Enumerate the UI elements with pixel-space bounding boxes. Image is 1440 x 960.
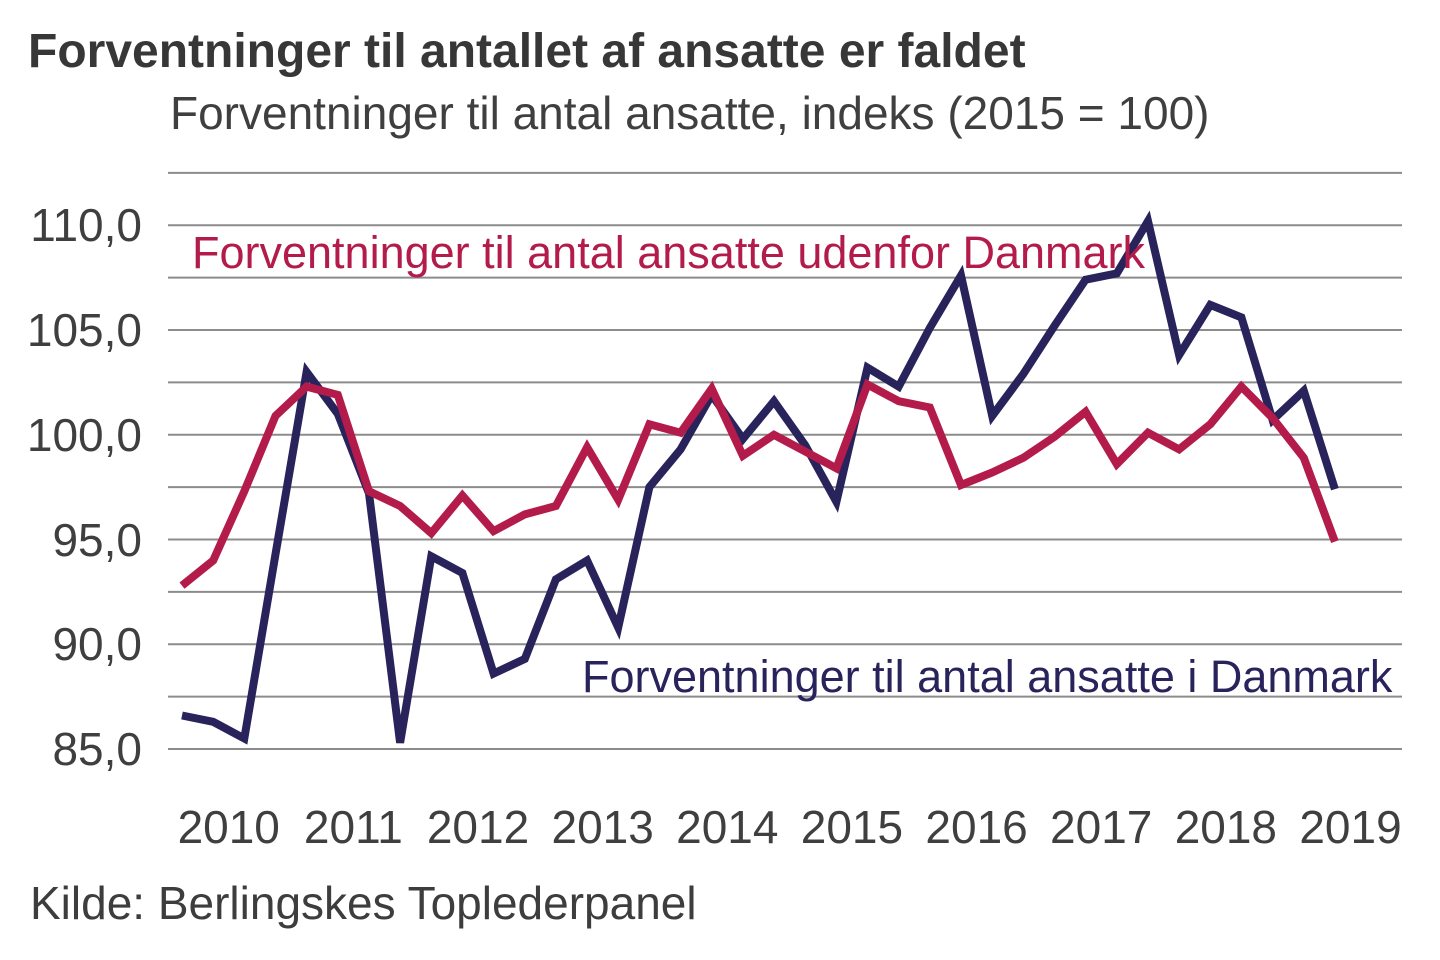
x-tick-label-2012: 2012 [426, 801, 530, 853]
x-tick-label-2019: 2019 [1299, 801, 1402, 853]
y-tick-label-90: 90,0 [52, 618, 142, 671]
x-tick-label-2013: 2013 [551, 801, 654, 853]
y-tick-label-105: 105,0 [26, 304, 142, 356]
series-line-abroad [179, 378, 1339, 589]
x-tick-label-2018: 2018 [1174, 801, 1278, 853]
x-tick-label-2017: 2017 [1050, 801, 1153, 853]
x-tick-label-2011: 2011 [303, 801, 403, 853]
chart-title: Forventninger til antallet af ansatte er… [28, 25, 1026, 78]
x-tick-label-2010: 2010 [177, 801, 280, 853]
y-tick-label-100: 100,0 [26, 408, 142, 461]
y-tick-label-85: 85,0 [52, 723, 142, 775]
source-note: Kilde: Berlingskes Toplederpanel [30, 877, 697, 929]
y-tick-label-110: 110,0 [30, 199, 142, 252]
legend-label-abroad: Forventninger til antal ansatte udenfor … [192, 227, 1146, 278]
chart-subtitle: Forventninger til antal ansatte, indeks … [170, 87, 1210, 139]
series-line-denmark [181, 210, 1339, 745]
y-tick-label-95: 95,0 [52, 513, 142, 566]
x-tick-label-2016: 2016 [925, 801, 1028, 853]
legend-label-denmark: Forventninger til antal ansatte i Danmar… [582, 651, 1393, 702]
x-tick-label-2014: 2014 [676, 801, 779, 853]
x-tick-label-2015: 2015 [800, 801, 904, 853]
